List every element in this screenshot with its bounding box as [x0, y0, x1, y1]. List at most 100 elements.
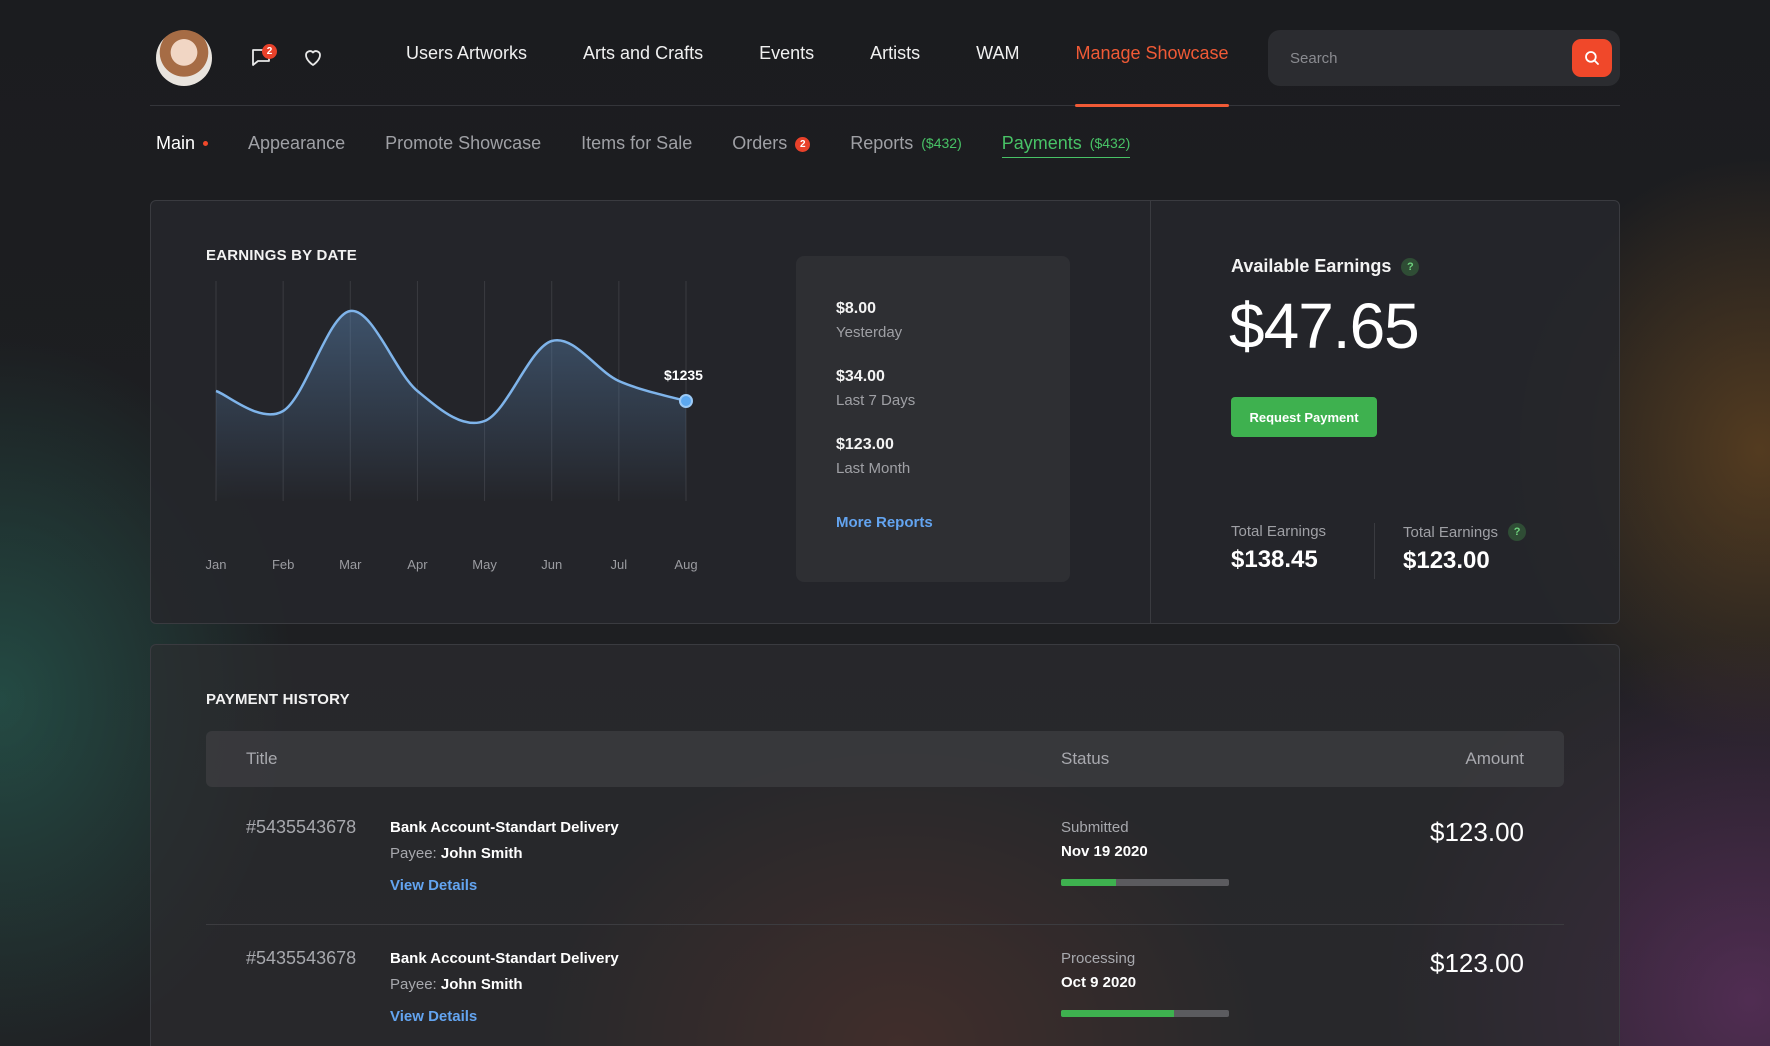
- view-details-link[interactable]: View Details: [390, 1008, 478, 1025]
- progress-fill: [1061, 879, 1117, 886]
- payment-date: Nov 19 2020: [1061, 843, 1148, 860]
- total-earnings-1: Total Earnings $138.45: [1231, 523, 1326, 574]
- earnings-chart-svg: [215, 281, 693, 501]
- showcase-subnav: Main Appearance Promote Showcase Items f…: [156, 128, 1130, 158]
- tab-items-for-sale[interactable]: Items for Sale: [581, 132, 693, 153]
- table-row: #5435543678 Bank Account-Standart Delive…: [206, 795, 1564, 925]
- tab-promote-showcase[interactable]: Promote Showcase: [385, 132, 542, 153]
- summary-last-month: $123.00 Last Month: [836, 436, 910, 477]
- chart-line: [215, 309, 687, 425]
- nav-arts-and-crafts[interactable]: Arts and Crafts: [583, 42, 704, 63]
- progress-fill: [1061, 1010, 1174, 1017]
- column-status: Status: [1061, 749, 1110, 768]
- payment-history-panel: PAYMENT HISTORY Title Status Amount #543…: [150, 644, 1620, 1046]
- payment-title: Bank Account-Standart Delivery: [390, 950, 619, 967]
- search-button[interactable]: [1572, 39, 1612, 77]
- totals-divider: [1374, 523, 1375, 579]
- table-header: Title Status Amount: [206, 731, 1564, 787]
- active-dot: [203, 140, 209, 146]
- search-icon: [1585, 51, 1599, 65]
- summary-label: Last Month: [836, 460, 911, 477]
- more-reports-link[interactable]: More Reports: [836, 514, 933, 531]
- total-earnings-label-row: Total Earnings ?: [1403, 523, 1527, 541]
- payee-name: John Smith: [440, 845, 523, 862]
- payee: Payee: John Smith: [390, 976, 523, 993]
- column-amount: Amount: [1465, 749, 1524, 768]
- tab-payments-label: Payments: [1001, 132, 1082, 153]
- chart-area: [216, 310, 686, 501]
- nav-wam[interactable]: WAM: [976, 42, 1020, 63]
- summary-label: Last 7 Days: [836, 392, 916, 409]
- payee: Payee: John Smith: [390, 845, 523, 862]
- request-payment-button[interactable]: Request Payment: [1231, 397, 1377, 437]
- summary-value: $123.00: [836, 436, 894, 453]
- reports-amount: ($432): [921, 135, 962, 151]
- tab-orders-label: Orders: [732, 132, 788, 153]
- total-earnings-label: Total Earnings: [1231, 523, 1327, 540]
- x-tick-label: Jan: [205, 557, 227, 572]
- payment-id: #5435543678: [246, 948, 357, 968]
- progress-bar: [1061, 879, 1229, 886]
- payee-label: Payee:: [390, 845, 437, 862]
- earnings-chart: Jan Feb Mar Apr May Jun Jul Aug $1235: [206, 271, 726, 581]
- nav-events[interactable]: Events: [759, 42, 815, 63]
- available-earnings-label: Available Earnings: [1231, 256, 1392, 276]
- summary-value: $8.00: [836, 300, 877, 317]
- available-earnings-amount: $47.65: [1229, 290, 1420, 362]
- total-earnings-label: Total Earnings: [1403, 523, 1499, 541]
- nav-manage-showcase[interactable]: Manage Showcase: [1047, 0, 1256, 107]
- x-tick-label: Apr: [407, 557, 428, 572]
- search-input[interactable]: [1290, 30, 1560, 86]
- payee-label: Payee:: [390, 976, 437, 993]
- help-icon[interactable]: ?: [1401, 257, 1420, 276]
- x-tick-label: Aug: [674, 557, 698, 572]
- earnings-summary: $8.00 Yesterday $34.00 Last 7 Days $123.…: [796, 256, 1070, 582]
- tab-orders[interactable]: Orders 2: [732, 132, 811, 154]
- column-title: Title: [246, 749, 278, 768]
- payee-name: John Smith: [440, 976, 523, 993]
- payment-history-title: PAYMENT HISTORY: [206, 691, 350, 708]
- total-earnings-value: $123.00: [1403, 547, 1490, 574]
- tab-reports-label: Reports: [850, 132, 914, 153]
- view-details-link[interactable]: View Details: [390, 877, 478, 894]
- avatar[interactable]: [156, 30, 212, 86]
- nav-artists[interactable]: Artists: [870, 42, 921, 63]
- search-box: [1268, 30, 1620, 86]
- table-row: #5435543678 Bank Account-Standart Delive…: [206, 926, 1564, 1046]
- earnings-panel: EARNINGS BY DATE Jan Feb Mar Apr May Jun Jul Au…: [150, 200, 1620, 624]
- payment-amount: $123.00: [1430, 948, 1524, 978]
- payment-status: Submitted: [1061, 819, 1129, 836]
- earnings-title: EARNINGS BY DATE: [206, 247, 357, 264]
- summary-label: Yesterday: [836, 324, 903, 341]
- progress-bar: [1061, 1010, 1229, 1017]
- payment-id: #5435543678: [246, 817, 357, 837]
- tab-reports[interactable]: Reports ($432): [850, 133, 962, 154]
- tab-appearance[interactable]: Appearance: [248, 132, 346, 153]
- x-tick-label: Jun: [541, 557, 563, 572]
- x-tick-label: Mar: [339, 557, 362, 572]
- help-icon[interactable]: ?: [1508, 523, 1527, 541]
- payments-amount: ($432): [1089, 135, 1131, 151]
- tab-payments[interactable]: Payments ($432): [1001, 132, 1131, 158]
- total-earnings-2: Total Earnings ? $123.00: [1403, 523, 1527, 575]
- x-tick-label: Feb: [271, 557, 295, 572]
- payment-amount: $123.00: [1430, 817, 1524, 847]
- payment-title: Bank Account-Standart Delivery: [390, 819, 619, 836]
- summary-last-7-days: $34.00 Last 7 Days: [836, 368, 915, 409]
- panel-divider: [1150, 201, 1151, 623]
- nav-users-artworks[interactable]: Users Artworks: [406, 42, 528, 63]
- chart-callout-label: $1235: [664, 367, 703, 383]
- main-nav: Users Artworks Arts and Crafts Events Ar…: [378, 0, 1257, 107]
- tab-main-label: Main: [156, 132, 196, 153]
- total-earnings-value: $138.45: [1231, 546, 1318, 573]
- heart-icon[interactable]: [300, 44, 326, 70]
- summary-yesterday: $8.00 Yesterday: [836, 300, 902, 341]
- x-tick-label: Jul: [610, 557, 628, 572]
- chart-point-last[interactable]: [679, 394, 693, 408]
- top-navbar: 2 Users Artworks Arts and Crafts Events …: [150, 0, 1620, 107]
- available-earnings-title: Available Earnings ?: [1231, 256, 1420, 277]
- orders-badge: 2: [795, 136, 811, 152]
- tab-main[interactable]: Main: [156, 132, 209, 154]
- chat-badge: 2: [262, 44, 277, 59]
- payment-date: Oct 9 2020: [1061, 974, 1137, 991]
